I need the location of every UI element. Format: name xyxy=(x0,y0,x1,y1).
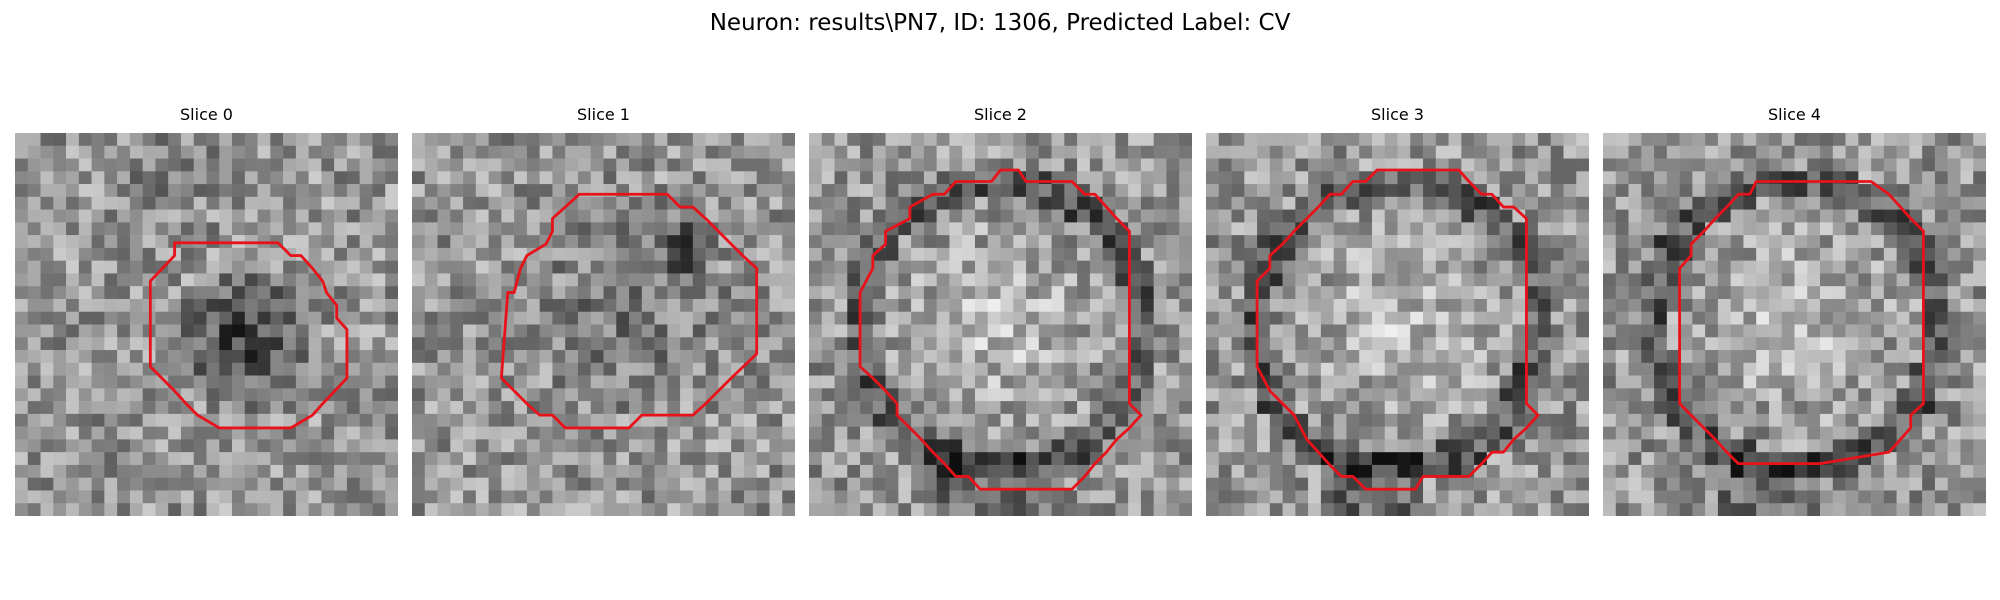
figure-title: Neuron: results\PN7, ID: 1306, Predicted… xyxy=(709,10,1291,36)
segmentation-contour-1 xyxy=(499,192,759,430)
slice-image-3 xyxy=(1206,133,1589,516)
slice-image-4 xyxy=(1603,133,1986,516)
slice-title-4: Slice 4 xyxy=(1768,105,1821,124)
segmentation-contour-2 xyxy=(858,168,1143,491)
slice-title-1: Slice 1 xyxy=(577,105,630,124)
slice-title-0: Slice 0 xyxy=(180,105,233,124)
slice-title-2: Slice 2 xyxy=(974,105,1027,124)
slice-title-3: Slice 3 xyxy=(1371,105,1424,124)
slice-image-0 xyxy=(15,133,398,516)
segmentation-contour-0 xyxy=(148,241,349,430)
slice-image-1 xyxy=(412,133,795,516)
slice-image-2 xyxy=(809,133,1192,516)
segmentation-contour-3 xyxy=(1255,168,1540,491)
segmentation-contour-4 xyxy=(1678,180,1925,466)
